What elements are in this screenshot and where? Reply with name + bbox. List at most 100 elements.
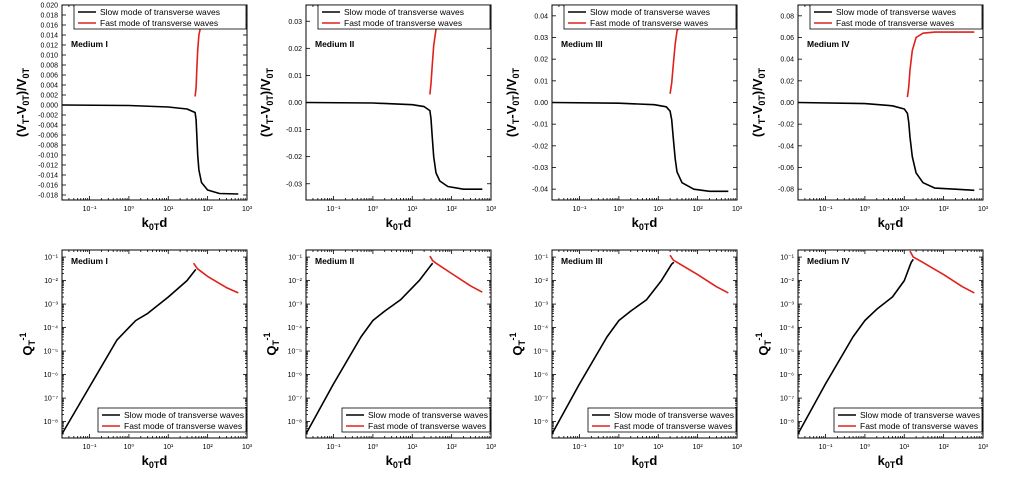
panel-top-1: 10⁻¹ 10⁰ 10¹ 10² 10³ 0.020 0.018 0.016 0.014 0.01… — [14, 3, 253, 233]
y-tick-label: 10⁻³ — [44, 302, 58, 309]
legend-label-slow: Slow mode of transverse waves — [860, 410, 980, 420]
y-tick-label: 10⁻⁶ — [534, 372, 548, 379]
x-tick-label: 10³ — [732, 206, 743, 213]
x-tick-label: 10¹ — [407, 444, 418, 451]
y-tick-label: 0.01 — [288, 73, 302, 80]
y-tick-label: 10⁻³ — [780, 302, 794, 309]
y-tick-label: 10⁻⁸ — [44, 419, 58, 426]
y-tick-label: 0.06 — [780, 35, 794, 42]
legend-box — [97, 407, 247, 433]
x-tick-label: 10¹ — [899, 444, 910, 451]
y-tick-label: 0.00 — [288, 100, 302, 107]
legend-label-slow: Slow mode of transverse waves — [124, 410, 244, 420]
series-line-fast — [909, 250, 975, 294]
legend-box — [833, 407, 983, 433]
y-tick-label: -0.02 — [778, 122, 794, 129]
x-tick-label: 10⁰ — [860, 443, 871, 451]
y-tick-label: 0.00 — [780, 100, 794, 107]
series-line-slow — [306, 101, 483, 190]
x-tick-label: 10⁰ — [614, 443, 625, 451]
y-tick-label: 10⁻⁷ — [44, 396, 58, 403]
y-tick-label: 0.020 — [40, 3, 58, 10]
x-tick-label: 10⁰ — [124, 443, 135, 451]
panel-top-2: 10⁻¹ 10⁰ 10¹ 10² 10³ 0.03 0.02 0.01 0.00 -0.01 -0.… — [258, 4, 497, 232]
x-tick-label: 10⁰ — [368, 205, 379, 213]
y-tick-label: 10⁻² — [44, 278, 58, 285]
y-tick-label: -0.08 — [778, 187, 794, 194]
x-tick-label: 10⁻¹ — [573, 444, 587, 451]
y-tick-label: 10⁻⁶ — [288, 372, 302, 379]
y-tick-label: 10⁻² — [288, 278, 302, 285]
x-tick-label: 10¹ — [899, 206, 910, 213]
x-axis-label: k0Td — [632, 453, 658, 470]
x-axis-label: k0Td — [386, 453, 412, 470]
y-axis-label: QT-1 — [18, 332, 37, 355]
y-tick-label: 0.012 — [40, 43, 58, 50]
y-tick-label: -0.02 — [286, 154, 302, 161]
series-line-slow — [306, 262, 434, 435]
medium-label: Medium I — [71, 39, 108, 49]
legend-box — [563, 4, 737, 30]
legend-label-slow: Slow mode of transverse waves — [368, 410, 488, 420]
panel-bottom-4: 10⁻¹ 10⁰ 10¹ 10² 10³ 10⁻¹ 10⁻² 10⁻³ 10⁻⁴ 10⁻⁵ 10⁻⁶… — [754, 249, 989, 470]
x-tick-label: 10³ — [486, 206, 497, 213]
y-tick-label: 10⁻⁴ — [288, 325, 303, 332]
y-axis-label: (VT-V0T)/V0T — [14, 67, 31, 137]
x-axis-label: k0Td — [142, 453, 168, 470]
x-tick-label: 10⁻¹ — [83, 444, 97, 451]
y-tick-label: 0.00 — [534, 100, 548, 107]
y-tick-label: -0.018 — [38, 193, 58, 200]
legend-label-slow: Slow mode of transverse waves — [100, 7, 220, 17]
medium-label: Medium I — [71, 256, 108, 266]
y-tick-label: 10⁻⁴ — [44, 325, 59, 332]
x-tick-label: 10² — [939, 444, 950, 451]
legend-box — [587, 407, 737, 433]
x-tick-label: 10³ — [486, 444, 497, 451]
x-axis-label: k0Td — [632, 215, 658, 232]
x-tick-label: 10⁰ — [124, 205, 135, 213]
y-axis-label: QT-1 — [754, 332, 773, 355]
y-tick-label: -0.03 — [532, 165, 548, 172]
legend-label-fast: Fast mode of transverse waves — [124, 421, 242, 431]
y-tick-label: 10⁻² — [780, 278, 794, 285]
y-tick-label: -0.016 — [38, 183, 58, 190]
y-tick-label: -0.06 — [778, 165, 794, 172]
series-line-slow — [552, 261, 675, 435]
panel-top-3: 10⁻¹ 10⁰ 10¹ 10² 10³ 0.04 0.03 0.02 0.01 0.00 -0.0… — [504, 4, 743, 232]
x-tick-label: 10⁻¹ — [327, 444, 341, 451]
y-tick-label: -0.01 — [286, 127, 302, 134]
y-tick-label: 10⁻⁶ — [780, 372, 794, 379]
y-tick-label: 0.006 — [40, 73, 58, 80]
legend-label-slow: Slow mode of transverse waves — [614, 410, 734, 420]
y-tick-label: 10⁻⁵ — [44, 349, 58, 356]
x-tick-label: 10⁰ — [614, 205, 625, 213]
x-tick-label: 10² — [203, 444, 214, 451]
x-axis-label: k0Td — [142, 215, 168, 232]
y-tick-label: -0.02 — [532, 143, 548, 150]
y-tick-label: 0.03 — [288, 19, 302, 26]
panel-bottom-3: 10⁻¹ 10⁰ 10¹ 10² 10³ 10⁻¹ 10⁻² 10⁻³ 10⁻⁴ 10⁻⁵ 10⁻⁶… — [508, 249, 743, 470]
y-tick-label: 0.002 — [40, 93, 58, 100]
y-tick-label: -0.03 — [286, 181, 302, 188]
x-tick-label: 10¹ — [163, 206, 174, 213]
y-tick-label: 0.004 — [40, 83, 58, 90]
series-line-slow — [552, 101, 729, 193]
y-axis-label: QT-1 — [508, 332, 527, 355]
panel-bottom-1: 10⁻¹ 10⁰ 10¹ 10² 10³ 10⁻¹ 10⁻² 10⁻³ 10⁻⁴ 10⁻⁵ 10⁻⁶… — [18, 249, 253, 470]
x-tick-label: 10¹ — [653, 444, 664, 451]
legend-box — [317, 4, 491, 30]
x-tick-label: 10² — [939, 206, 950, 213]
medium-label: Medium IV — [807, 256, 850, 266]
y-tick-label: 10⁻⁷ — [780, 396, 794, 403]
y-tick-label: 10⁻¹ — [288, 255, 302, 262]
legend-box — [341, 407, 491, 433]
series-line-slow — [62, 104, 239, 195]
y-tick-label: -0.012 — [38, 163, 58, 170]
x-tick-label: 10⁰ — [860, 205, 871, 213]
x-tick-label: 10² — [203, 206, 214, 213]
medium-label: Medium II — [315, 256, 354, 266]
x-tick-label: 10⁻¹ — [573, 206, 587, 213]
